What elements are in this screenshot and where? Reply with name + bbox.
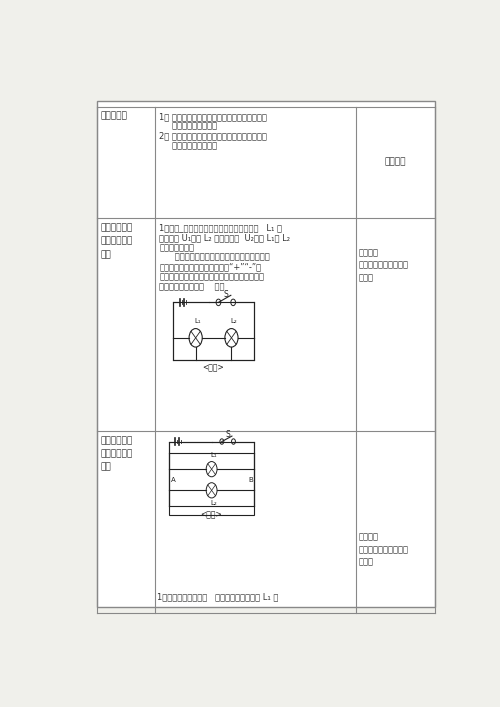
- Text: 负极和材料有关吗？: 负极和材料有关吗？: [160, 141, 218, 151]
- Text: 1、按图_甲连接电路，用电压表分别测出灯   L₁ 两: 1、按图_甲连接电路，用电压表分别测出灯 L₁ 两: [160, 223, 282, 233]
- Text: L₁: L₁: [210, 452, 217, 458]
- Text: 学生实验
记录实验结果并总结实
验结论: 学生实验 记录实验结果并总结实 验结论: [359, 248, 409, 282]
- Text: 压値，并判断正负极: 压値，并判断正负极: [160, 122, 218, 131]
- Text: 线柱，学生自己设计记录表格，做好记录后，分: 线柱，学生自己设计记录表格，做好记录后，分: [160, 272, 264, 281]
- Text: S: S: [226, 431, 230, 439]
- Text: <图乙>: <图乙>: [200, 510, 222, 519]
- Text: 析实验结果，写出结    论。: 析实验结果，写出结 论。: [160, 282, 225, 291]
- Text: 五、探究串联
电路中的电压
特点: 五、探究串联 电路中的电压 特点: [100, 436, 132, 472]
- Text: 1、 用电压表测出课前学生制作的水果电池的电: 1、 用电压表测出课前学生制作的水果电池的电: [160, 112, 267, 121]
- Bar: [169, 442, 254, 515]
- Text: 串联后的总电压: 串联后的总电压: [160, 243, 194, 252]
- Bar: [173, 303, 254, 360]
- Text: 要求：先在作业本上画出将电压表接入电路: 要求：先在作业本上画出将电压表接入电路: [160, 253, 270, 262]
- Text: L₁: L₁: [194, 318, 200, 325]
- Text: 学生实验: 学生实验: [384, 158, 406, 167]
- Text: 2、 根据测量结果相互交流，探究水果电池的正: 2、 根据测量结果相互交流，探究水果电池的正: [160, 132, 267, 141]
- Text: L₂: L₂: [210, 500, 217, 506]
- Text: A: A: [170, 477, 175, 483]
- Text: 学生实验
记录实验结果并总结实
验结论: 学生实验 记录实验结果并总结实 验结论: [359, 532, 409, 566]
- Text: 端的电压 U₁、灯 L₂ 两端的电压  U₂和灯 L₁与 L₂: 端的电压 U₁、灯 L₂ 两端的电压 U₂和灯 L₁与 L₂: [160, 233, 290, 243]
- Text: S: S: [224, 290, 228, 299]
- Text: 的三幅电路图，并标出电压表的“+”“-”接: 的三幅电路图，并标出电压表的“+”“-”接: [160, 262, 262, 271]
- Text: B: B: [248, 477, 253, 483]
- Text: L₂: L₂: [230, 318, 236, 325]
- FancyBboxPatch shape: [98, 101, 434, 607]
- Text: <图甲>: <图甲>: [202, 363, 224, 373]
- Text: 1、按图乙连接电路，   用电压表分别测出灯 L₁ 两: 1、按图乙连接电路， 用电压表分别测出灯 L₁ 两: [158, 592, 278, 601]
- Text: 制水果电池: 制水果电池: [100, 111, 128, 120]
- Text: 四、探究串联
电路中的电压
特点: 四、探究串联 电路中的电压 特点: [100, 223, 132, 259]
